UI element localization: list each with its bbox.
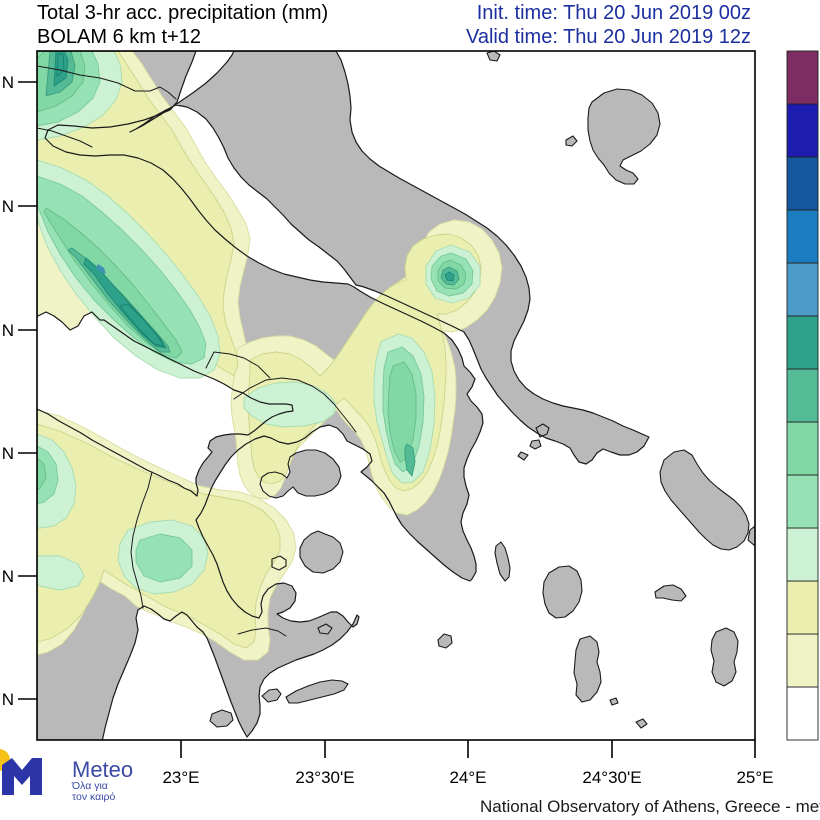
svg-text:N: N xyxy=(2,690,14,709)
svg-text:Init. time: Thu 20 Jun 2019 00: Init. time: Thu 20 Jun 2019 00z xyxy=(477,2,751,24)
svg-text:25°E: 25°E xyxy=(736,768,773,787)
svg-text:Valid time: Thu 20 Jun 2019 12: Valid time: Thu 20 Jun 2019 12z xyxy=(466,26,751,48)
svg-text:τον καιρό: τον καιρό xyxy=(72,791,116,803)
svg-text:National Observatory of Athens: National Observatory of Athens, Greece -… xyxy=(480,797,820,816)
svg-text:Όλα για: Όλα για xyxy=(71,780,108,792)
svg-text:N: N xyxy=(2,197,14,216)
svg-text:24°30'E: 24°30'E xyxy=(582,768,641,787)
svg-text:N: N xyxy=(2,444,14,463)
svg-text:23°30'E: 23°30'E xyxy=(295,768,354,787)
svg-text:N: N xyxy=(2,321,14,340)
svg-text:Total 3-hr acc. precipitation: Total 3-hr acc. precipitation (mm) xyxy=(37,2,328,24)
svg-text:24°E: 24°E xyxy=(449,768,486,787)
svg-text:Meteo: Meteo xyxy=(72,757,133,782)
svg-text:N: N xyxy=(2,567,14,586)
svg-text:BOLAM 6 km t+12: BOLAM 6 km t+12 xyxy=(37,26,201,48)
svg-text:N: N xyxy=(2,73,14,92)
svg-text:23°E: 23°E xyxy=(162,768,199,787)
